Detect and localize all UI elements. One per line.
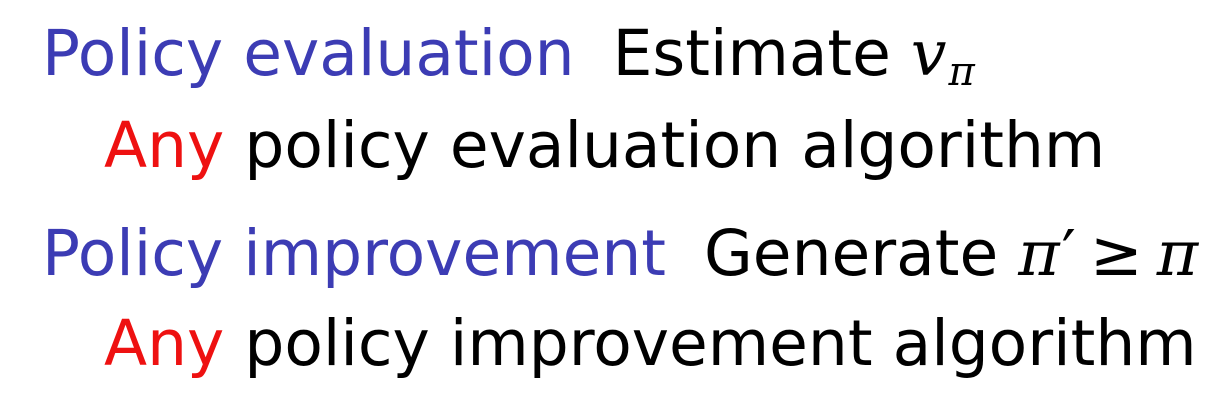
pi-prime-geq-pi-formula: π′ ≥ π bbox=[1018, 217, 1198, 290]
policy-improvement-line: Policy improvement Generate π′ ≥ π bbox=[42, 222, 1198, 285]
geq-operator: ≥ bbox=[1089, 217, 1143, 290]
pi-rhs: π bbox=[1156, 217, 1199, 290]
policy-evaluation-any-highlight: Any bbox=[104, 109, 225, 182]
policy-evaluation-term: Policy evaluation bbox=[42, 17, 575, 90]
pi-subscript: π bbox=[948, 49, 975, 95]
policy-improvement-detail-text: policy improvement algorithm bbox=[244, 307, 1197, 380]
policy-improvement-detail-line: Any policy improvement algorithm bbox=[104, 312, 1197, 375]
v-pi-formula: vπ bbox=[910, 17, 975, 92]
policy-evaluation-detail-text: policy evaluation algorithm bbox=[244, 109, 1106, 182]
policy-evaluation-description: Estimate bbox=[612, 17, 891, 90]
v-variable: v bbox=[910, 17, 947, 90]
policy-improvement-description: Generate bbox=[703, 217, 999, 290]
policy-evaluation-detail-line: Any policy evaluation algorithm bbox=[104, 114, 1105, 177]
pi-lhs: π bbox=[1018, 217, 1060, 290]
policy-evaluation-line: Policy evaluation Estimate vπ bbox=[42, 22, 975, 92]
policy-improvement-any-highlight: Any bbox=[104, 307, 225, 380]
policy-improvement-term: Policy improvement bbox=[42, 217, 666, 290]
prime-mark: ′ bbox=[1061, 217, 1076, 290]
